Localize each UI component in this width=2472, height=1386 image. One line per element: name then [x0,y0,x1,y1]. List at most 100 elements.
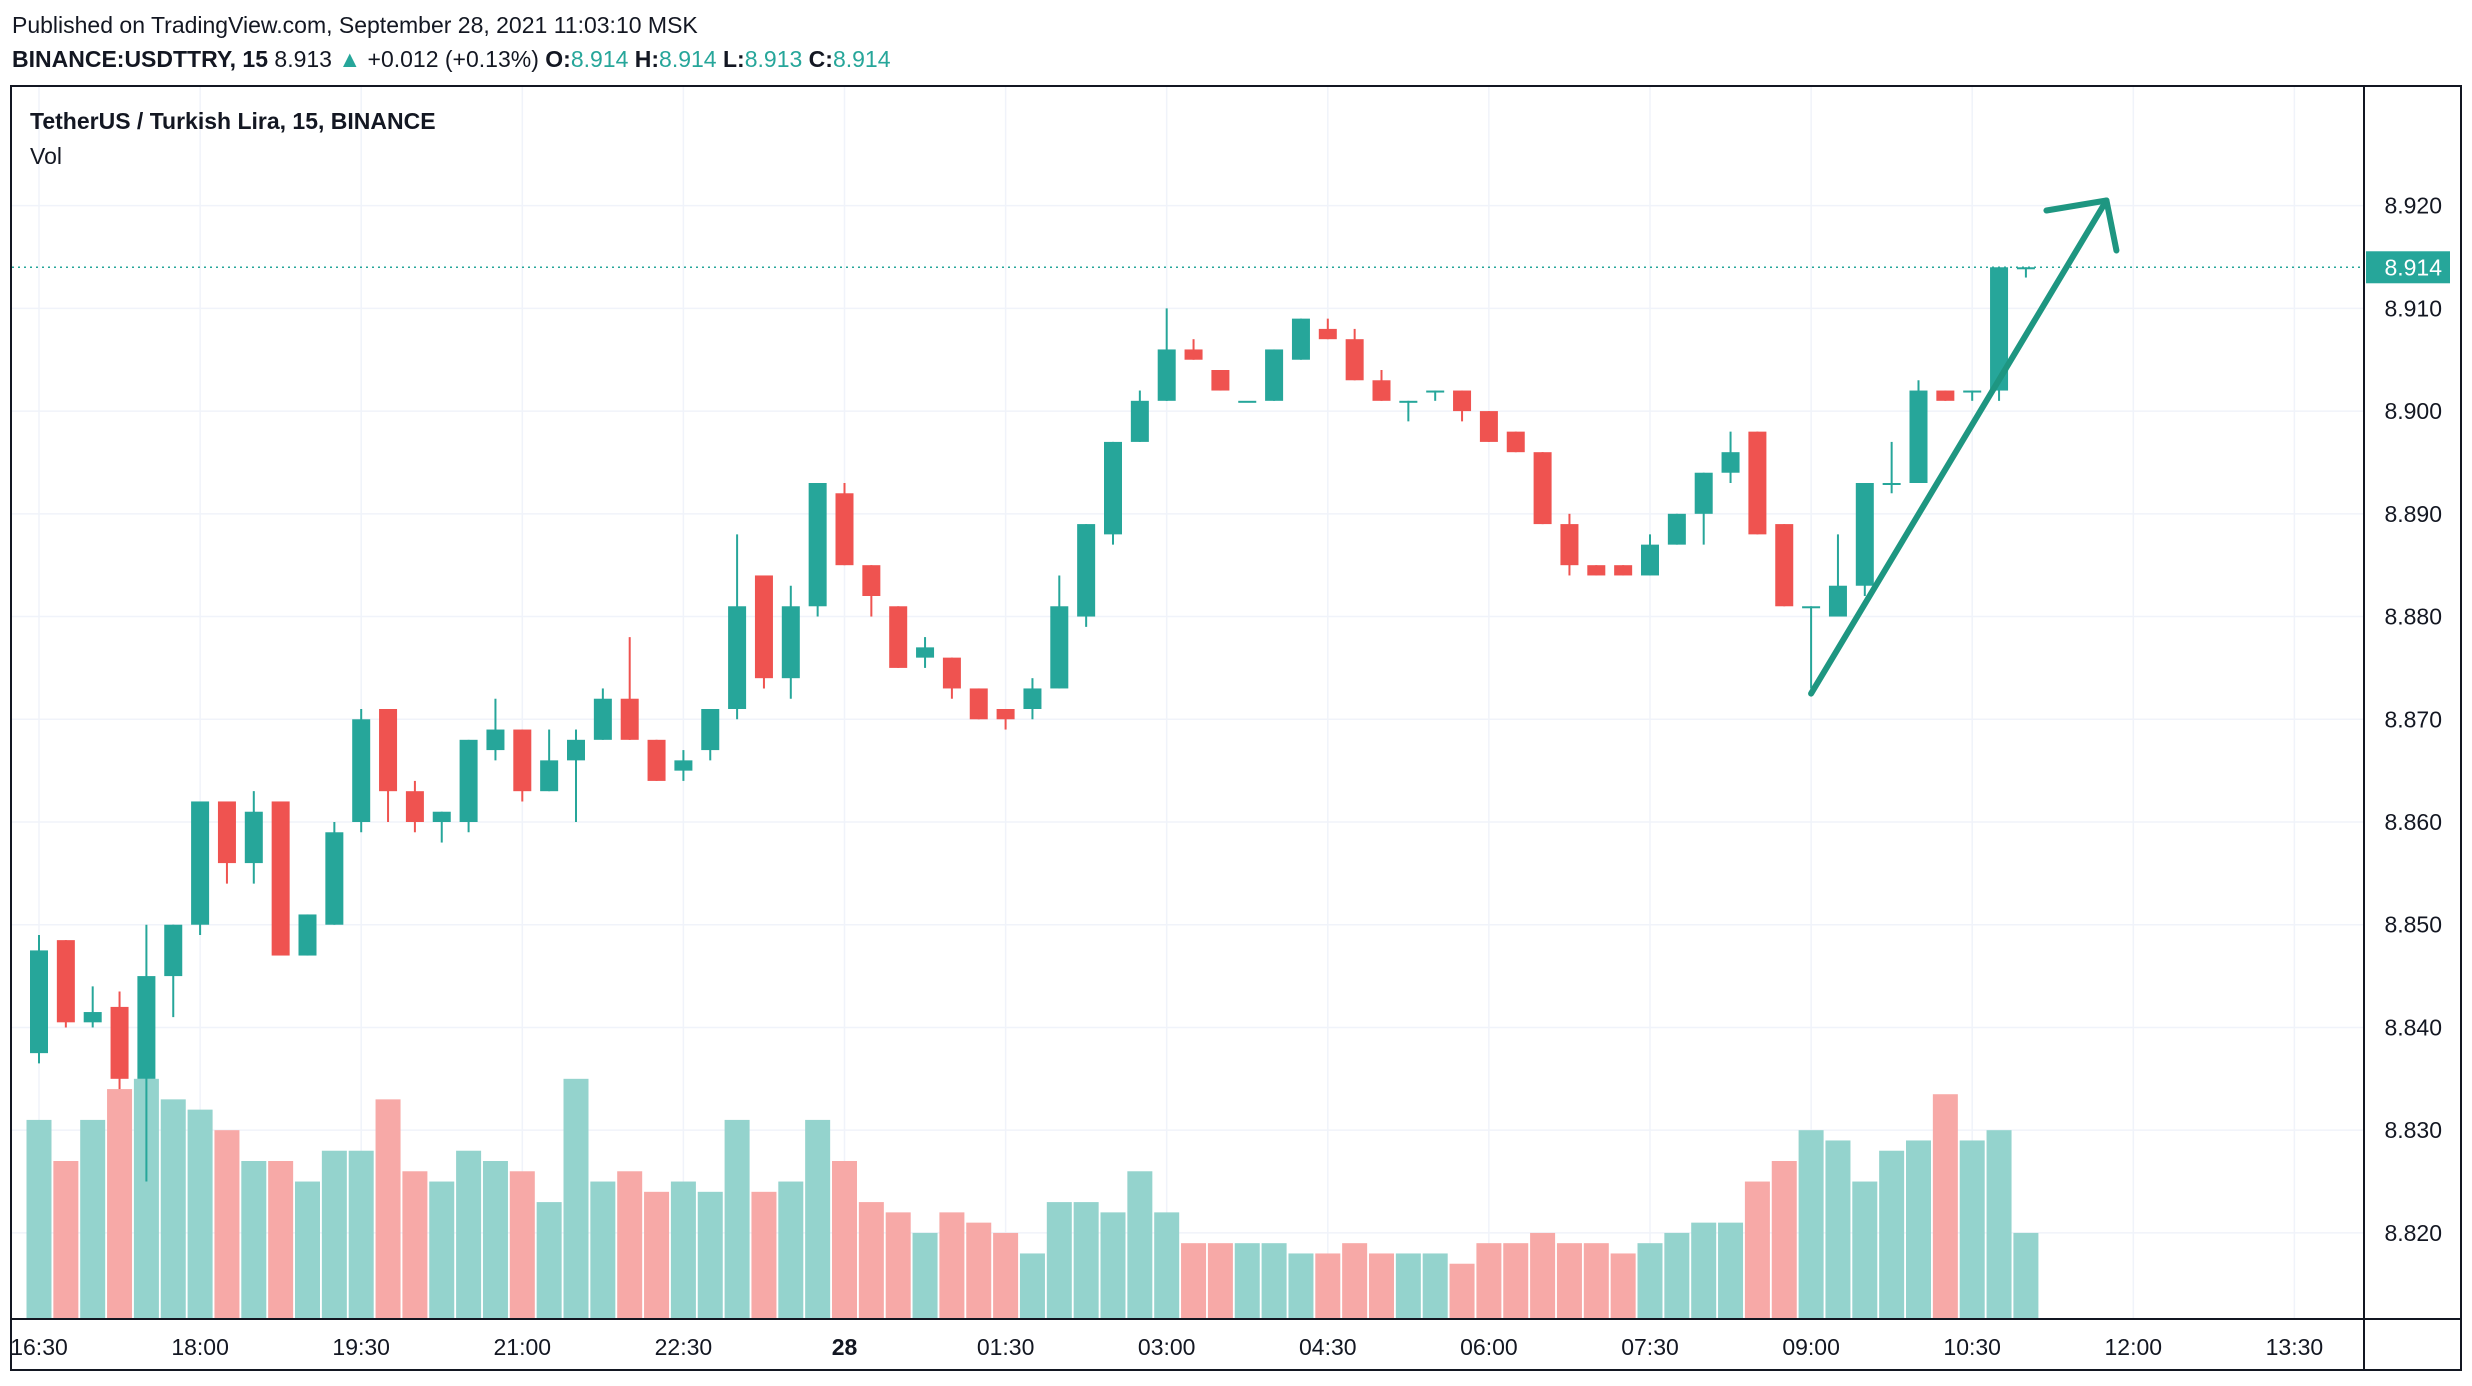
price-tick-label: 8.870 [2384,706,2442,732]
published-line: Published on TradingView.com, September … [12,12,698,38]
candle-body [1399,400,1418,403]
price-tick-label: 8.910 [2384,295,2442,321]
candle-body [1506,431,1525,453]
candle-body [1963,390,1982,393]
trend-arrow-annotation [1808,197,2120,697]
time-tick-label: 22:30 [655,1334,713,1360]
volume-bar [697,1191,723,1319]
candle-body [835,493,854,566]
time-tick-label: 03:00 [1138,1334,1196,1360]
price-tick-label: 8.840 [2384,1014,2442,1040]
candle-body [1426,390,1445,393]
price-chart[interactable]: 8.914 8.920 8.910 8.900 8.890 8.880 8.870 8.86… [12,87,2460,1369]
last-price-tag-label: 8.914 [2384,254,2442,280]
candle-body [513,729,532,792]
volume-bar [53,1161,79,1319]
last-price: 8.913 [274,46,332,72]
candle-body [298,914,317,956]
volume-bar [482,1161,508,1319]
open-value: 8.914 [570,46,629,72]
volume-bar [1825,1140,1851,1319]
candle-body [674,760,693,771]
volume-bar [268,1161,294,1319]
legend-title: TetherUS / Turkish Lira, 15, BINANCE [30,108,436,134]
volume-bar [1395,1253,1421,1319]
volume-bar [1315,1253,1341,1319]
volume-bar [1583,1243,1609,1319]
volume-bar [1127,1171,1153,1319]
time-tick-label: 04:30 [1299,1334,1357,1360]
volume-bar [1342,1243,1368,1319]
candle-body [1667,513,1686,545]
time-tick-label: 01:30 [977,1334,1035,1360]
volume-bar [1046,1202,1072,1319]
time-tick-label: 12:00 [2105,1334,2163,1360]
volume-bar [26,1119,52,1319]
volume-bar [1986,1130,2012,1319]
candle-body [1345,339,1364,381]
volume-bars [26,1078,2039,1319]
candle-body [889,606,908,668]
candle-body [1882,483,1901,485]
high-label: H: [634,46,660,72]
trend-arrow-head [2043,197,2120,254]
candle-body [754,575,773,679]
volume-bar [241,1161,267,1319]
price-tick-label: 8.820 [2384,1220,2442,1246]
candle-body [942,657,961,689]
volume-bar [321,1150,347,1319]
candle-body [1909,390,1928,483]
candle-body [1211,370,1230,391]
volume-bar [1798,1130,1824,1319]
chart-frame[interactable]: 8.914 8.920 8.910 8.900 8.890 8.880 8.870 8.86… [10,85,2462,1371]
symbol-info-line: BINANCE:USDTTRY, 15 8.913 ▲ +0.012 (+0.1… [12,42,891,76]
low-label: L: [723,46,745,72]
price-tick-label: 8.900 [2384,398,2442,424]
close-label: C: [808,46,833,72]
volume-bar [509,1171,535,1319]
last-price-line: 8.914 [12,251,2450,284]
candle-body [405,791,424,822]
candle-body [1775,524,1794,607]
volume-bar [1691,1222,1717,1319]
volume-bar [590,1181,616,1319]
candle-body [728,606,747,709]
candle-body [1614,565,1633,576]
volume-bar [429,1181,455,1319]
time-tick-label: 28 [832,1334,858,1360]
candle-body [83,1012,102,1023]
symbol[interactable]: BINANCE:USDTTRY, 15 [12,46,269,72]
candle-body [352,719,371,822]
time-tick-label: 13:30 [2266,1334,2324,1360]
candle-body [1453,390,1472,412]
price-tick-label: 8.850 [2384,912,2442,938]
volume-bar [885,1212,911,1319]
close-value: 8.914 [832,46,891,72]
price-change: +0.012 (+0.13%) [367,46,539,72]
volume-bar [670,1181,696,1319]
volume-bar [751,1191,777,1319]
candle-body [325,832,344,925]
volume-bar [1019,1253,1045,1319]
trend-arrow-shaft [1808,197,2110,697]
volume-bar [187,1109,213,1319]
candle-body [137,976,156,1079]
price-tick-label: 8.830 [2384,1117,2442,1143]
volume-bar [778,1181,804,1319]
volume-bar [563,1078,589,1319]
candle-body [1748,431,1767,535]
volume-bar [1369,1253,1394,1319]
volume-bar [966,1222,992,1319]
candle-body [567,739,585,761]
volume-bar [1261,1243,1287,1319]
volume-bar [214,1130,240,1319]
volume-bar [536,1202,562,1319]
volume-bar [1906,1140,1931,1319]
candle-body [1533,452,1552,525]
candle-body [432,811,451,822]
volume-bar [1879,1150,1905,1319]
candle-body [996,709,1015,720]
candle-body [1641,544,1659,576]
time-tick-label: 18:00 [171,1334,229,1360]
time-axis: 16:30 18:00 19:30 21:00 22:30 28 01:30 03:00 04:… [12,1334,2323,1360]
